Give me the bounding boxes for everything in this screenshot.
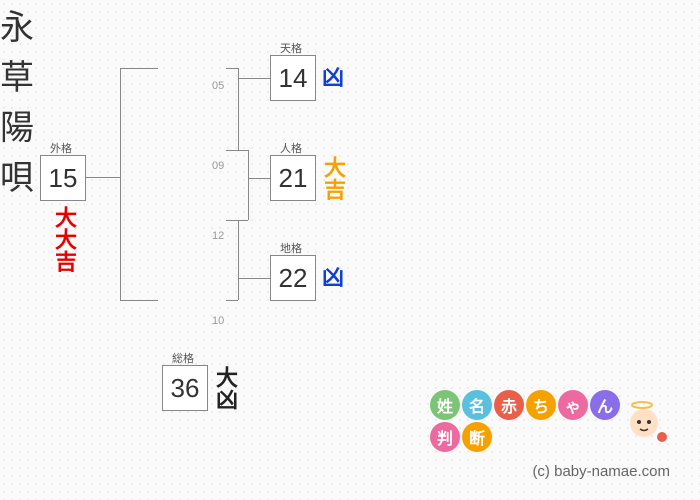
kanji-1: 草 [0, 50, 50, 100]
kanji-0: 永 [0, 0, 50, 50]
gaikaku-label: 外格 [50, 140, 72, 156]
conn-gai-v [120, 68, 121, 300]
conn-jin-v [248, 150, 249, 220]
jinkaku-fortune: 大吉 [322, 156, 344, 200]
conn-chi-t2 [226, 300, 238, 301]
logo-c-1: 名 [462, 390, 492, 420]
kanji-3-strokes: 10 [212, 315, 224, 327]
copyright: (c) baby-namae.com [532, 463, 670, 480]
logo-c-5: ん [590, 390, 620, 420]
conn-ten-t1 [226, 68, 238, 69]
chikaku-fortune: 凶 [322, 267, 344, 289]
conn-gai-h [86, 177, 120, 178]
gaikaku-box: 15 [40, 155, 86, 201]
jinkaku-label: 人格 [280, 140, 302, 156]
conn-ten-h [238, 78, 270, 79]
jinkaku-box: 21 [270, 155, 316, 201]
logo-c2-1: 断 [462, 422, 492, 452]
tenkaku-fortune: 凶 [322, 67, 344, 89]
logo-c-0: 姓 [430, 390, 460, 420]
conn-jin-h [248, 178, 270, 179]
soukaku-fortune: 大凶 [214, 366, 236, 410]
tenkaku-box: 14 [270, 55, 316, 101]
chikaku-box: 22 [270, 255, 316, 301]
conn-ten-v [238, 68, 239, 150]
kanji-2-strokes: 12 [212, 230, 224, 242]
tenkaku-label: 天格 [280, 40, 302, 56]
logo-c-2: 赤 [494, 390, 524, 420]
conn-gai-top [120, 68, 158, 69]
chikaku-label: 地格 [280, 240, 302, 256]
logo: 姓 名 赤 ち ゃ ん 判 断 [430, 390, 670, 452]
kanji-2: 陽 [0, 100, 50, 150]
soukaku-box: 36 [162, 365, 208, 411]
conn-chi-v [238, 220, 239, 300]
conn-ten-t2 [226, 150, 238, 151]
logo-c2-0: 判 [430, 422, 460, 452]
kanji-1-strokes: 09 [212, 160, 224, 172]
conn-chi-h [238, 278, 270, 279]
soukaku-label: 総格 [172, 350, 194, 366]
gaikaku-fortune: 大大吉 [53, 206, 75, 272]
conn-jin-t2 [238, 220, 248, 221]
conn-chi-t1 [226, 220, 238, 221]
logo-c-3: ち [526, 390, 556, 420]
logo-c-4: ゃ [558, 390, 588, 420]
conn-jin-t1 [238, 150, 248, 151]
kanji-0-strokes: 05 [212, 80, 224, 92]
baby-icon [622, 397, 670, 445]
conn-gai-bot [120, 300, 158, 301]
